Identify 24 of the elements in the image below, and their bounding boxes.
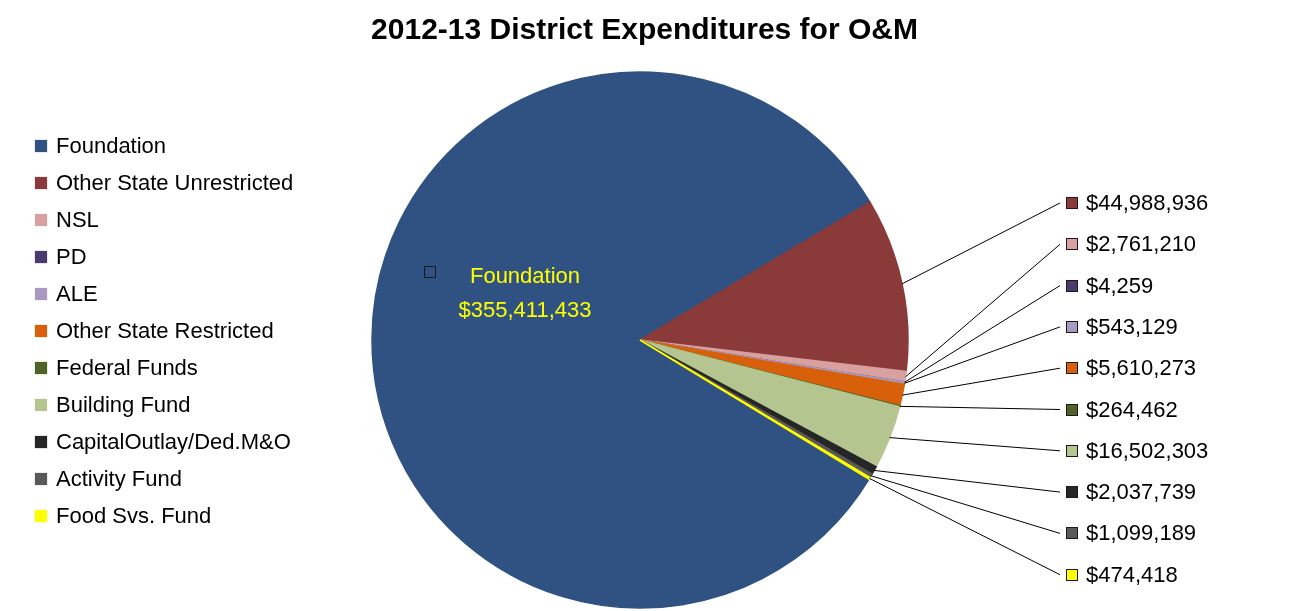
legend-label: Federal Funds bbox=[56, 355, 198, 380]
legend-label: Building Fund bbox=[56, 392, 191, 417]
data-label: $543,129 bbox=[1086, 313, 1178, 339]
data-label: $4,259 bbox=[1086, 272, 1154, 298]
data-label: $355,411,433 bbox=[458, 297, 592, 322]
data-label: $16,502,303 bbox=[1086, 437, 1209, 463]
data-label: $264,462 bbox=[1086, 396, 1178, 422]
data-label: $44,988,936 bbox=[1086, 190, 1209, 215]
data-label: $2,037,739 bbox=[1086, 479, 1197, 505]
legend-label: Foundation bbox=[469, 263, 581, 288]
data-label: $474,418 bbox=[1086, 561, 1178, 587]
legend-label: ALE bbox=[56, 281, 98, 306]
legend-label: NSL bbox=[56, 207, 99, 232]
legend-label: Other State Unrestricted bbox=[56, 170, 294, 195]
data-label: $2,761,210 bbox=[1086, 231, 1197, 257]
legend-label: Activity Fund bbox=[56, 466, 182, 491]
text: Foundation bbox=[56, 133, 167, 158]
data-label: $5,610,273 bbox=[1086, 355, 1197, 381]
chart-title: 2012-13 District Expenditures for O&M bbox=[371, 12, 918, 45]
legend-label: PD bbox=[56, 244, 87, 269]
data-label: $1,099,189 bbox=[1086, 520, 1197, 546]
legend-label: Other State Restricted bbox=[56, 318, 274, 343]
legend-label: CapitalOutlay/Ded.M&O bbox=[56, 429, 291, 454]
legend-label: Food Svs. Fund bbox=[56, 503, 212, 528]
